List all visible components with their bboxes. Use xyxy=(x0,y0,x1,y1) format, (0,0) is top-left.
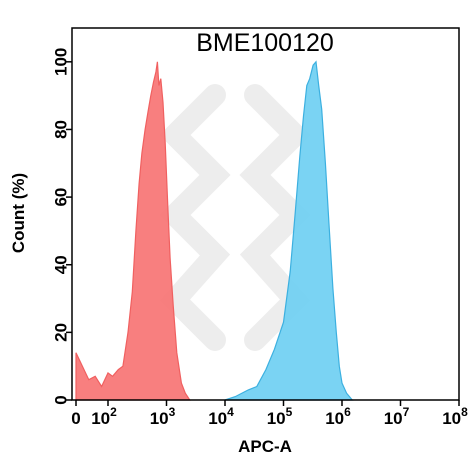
y-tick-label: 80 xyxy=(52,120,71,139)
histogram-series-1 xyxy=(75,61,191,401)
plot-frame xyxy=(71,27,460,401)
x-tick-label: 106 xyxy=(325,405,351,428)
x-tick-label: 103 xyxy=(150,405,176,428)
y-tick-label: 20 xyxy=(52,323,71,342)
y-tick-label: 40 xyxy=(52,255,71,274)
dna-watermark-logo xyxy=(159,84,311,351)
y-tick-label: 100 xyxy=(52,48,71,76)
x-tick-label: 108 xyxy=(442,405,468,428)
x-tick-label: 105 xyxy=(267,405,293,428)
x-tick-label: 107 xyxy=(384,405,410,428)
x-tick-label: 102 xyxy=(91,405,117,428)
histogram-series-2 xyxy=(224,60,354,401)
y-tick-label: 60 xyxy=(52,188,71,207)
x-tick-label: 104 xyxy=(208,405,234,428)
axes: 0 20 40 60 80 100 0 102 103 104 105 106 107 108 xyxy=(52,27,468,428)
y-axis-label: Count (%) xyxy=(9,173,28,253)
plot-area xyxy=(75,60,354,401)
chart-title: BME100120 xyxy=(196,29,334,57)
x-axis-label: APC-A xyxy=(238,437,292,456)
x-tick-label: 0 xyxy=(71,409,80,428)
y-tick-label: 0 xyxy=(52,395,71,404)
